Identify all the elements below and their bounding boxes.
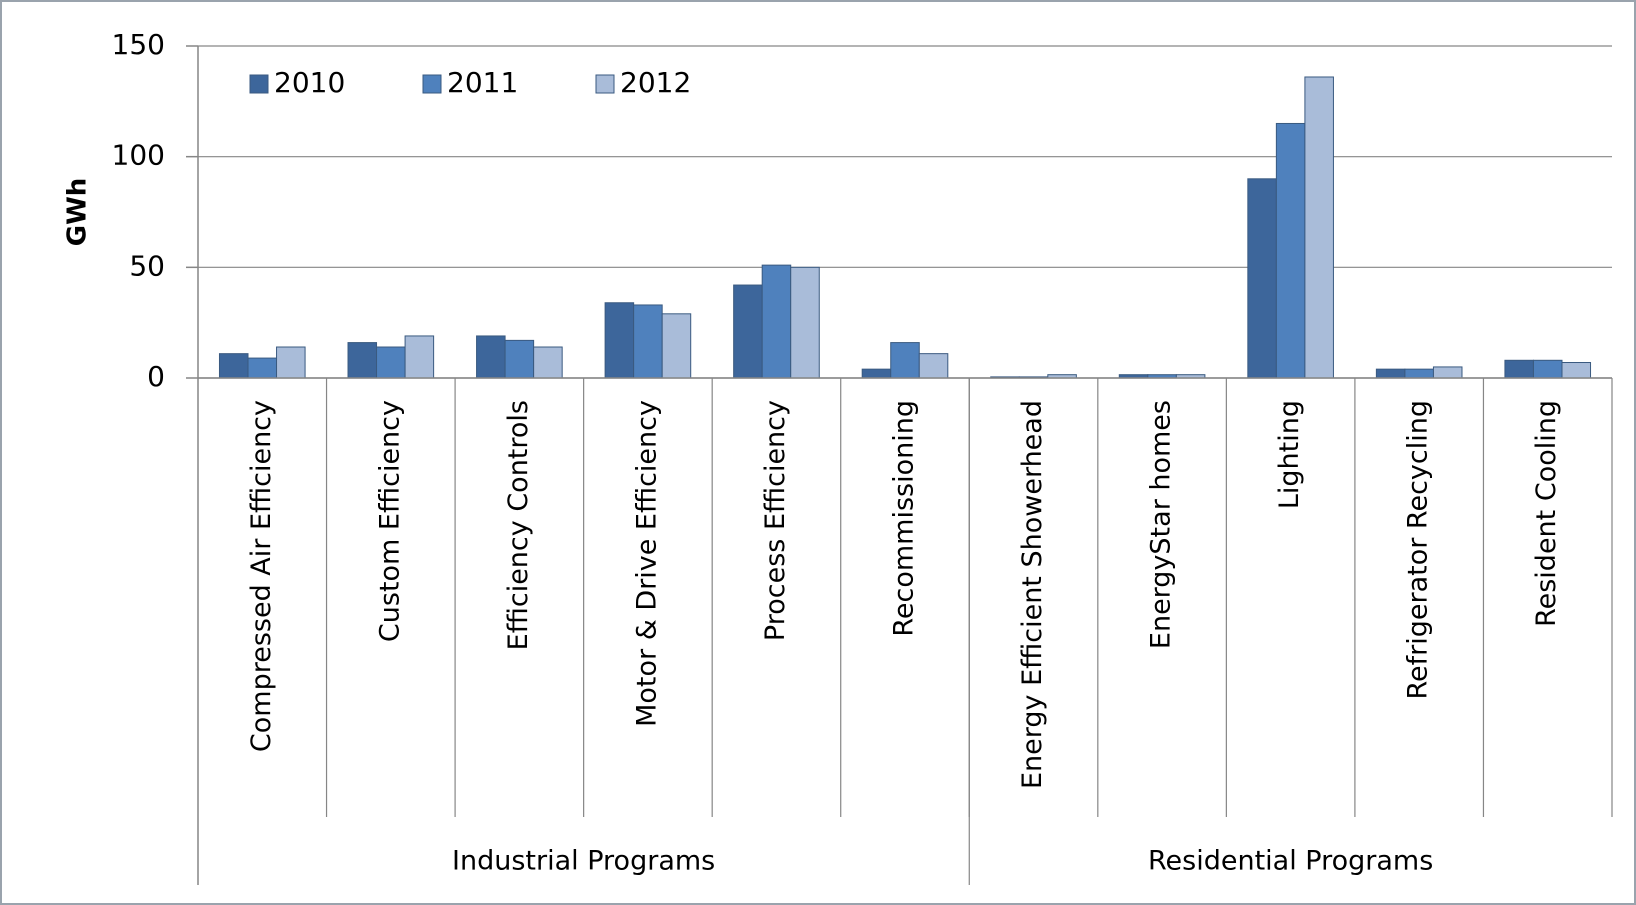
legend-swatch	[422, 74, 442, 94]
bar	[1304, 76, 1334, 379]
bar	[1504, 359, 1534, 379]
x-tick-label: Process Efficiency	[760, 400, 791, 641]
bar	[633, 304, 663, 379]
group-label: Industrial Programs	[452, 846, 715, 877]
bar	[504, 339, 535, 379]
bar	[1275, 122, 1306, 379]
y-tick-label: 50	[129, 249, 165, 282]
bar	[790, 266, 820, 379]
y-tick-label: 100	[112, 139, 165, 172]
bar	[247, 357, 278, 379]
y-tick-label: 0	[147, 360, 165, 393]
x-tick-label: EnergyStar homes	[1146, 400, 1177, 649]
bar	[1404, 368, 1434, 379]
bar	[1561, 362, 1592, 379]
bar	[733, 284, 763, 379]
group-label: Residential Programs	[1148, 846, 1433, 877]
bar	[376, 346, 406, 379]
legend-swatch	[595, 74, 615, 94]
bar	[604, 302, 635, 379]
x-tick-label: Compressed Air Efficiency	[246, 400, 277, 752]
y-tick-label: 150	[112, 28, 165, 61]
x-tick-label: Recommissioning	[889, 400, 920, 637]
bar	[347, 342, 378, 379]
x-tick-label: Efficiency Controls	[503, 400, 534, 650]
x-tick-label: Motor & Drive Efficiency	[631, 400, 662, 727]
bar	[476, 335, 506, 379]
bar	[761, 264, 792, 379]
legend-label: 2012	[620, 66, 691, 99]
legend-label: 2010	[274, 66, 345, 99]
bar	[404, 335, 435, 379]
x-tick-label: Energy Efficient Showerhead	[1017, 400, 1048, 789]
bar	[918, 353, 949, 379]
y-axis-label: GWh	[63, 178, 93, 247]
bar	[1247, 178, 1277, 379]
bar	[661, 313, 692, 379]
bar	[533, 346, 563, 379]
legend-label: 2011	[447, 66, 518, 99]
legend-swatch	[249, 74, 269, 94]
x-tick-label: Custom Efficiency	[374, 400, 405, 642]
bar	[861, 368, 892, 379]
x-tick-label: Refrigerator Recycling	[1403, 400, 1434, 700]
bar	[1532, 359, 1563, 379]
bar	[276, 346, 306, 379]
x-tick-label: Resident Cooling	[1531, 400, 1562, 627]
bar	[218, 353, 249, 379]
x-tick-label: Lighting	[1274, 400, 1305, 509]
bar	[890, 342, 920, 379]
bar	[1375, 368, 1406, 379]
bar	[1432, 366, 1463, 379]
